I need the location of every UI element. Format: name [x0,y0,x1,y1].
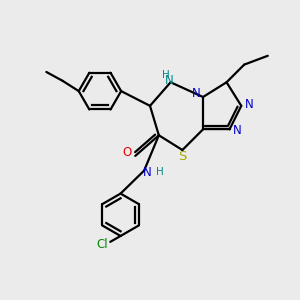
Text: H: H [155,167,163,177]
Text: N: N [143,166,152,178]
Text: S: S [178,150,187,163]
Text: N: N [245,98,254,111]
Text: Cl: Cl [96,238,108,251]
Text: N: N [165,74,173,87]
Text: N: N [192,87,201,100]
Text: N: N [233,124,242,137]
Text: O: O [122,146,132,159]
Text: H: H [162,70,170,80]
